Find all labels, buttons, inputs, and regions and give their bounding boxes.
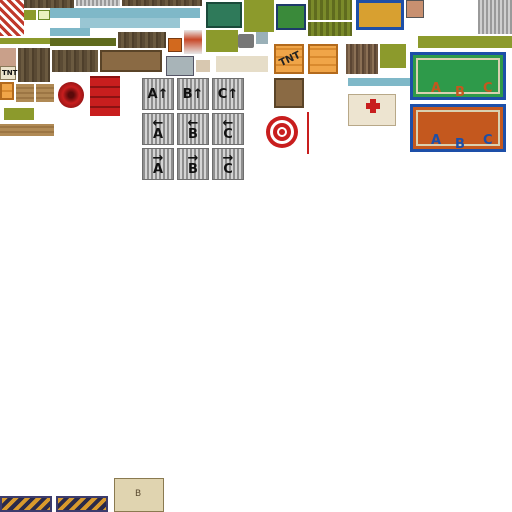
treasure-map-texture: B xyxy=(114,478,164,512)
medkit-texture xyxy=(348,94,396,126)
olive-block-texture xyxy=(244,0,274,32)
sign-a-right-text: → A xyxy=(152,151,164,177)
sign-c-left: ← C xyxy=(212,113,244,145)
tree-bark-texture xyxy=(346,44,378,74)
olive-patch-texture xyxy=(4,108,34,120)
medkit-panel-texture xyxy=(216,56,268,72)
sign-c-right-text: → C xyxy=(222,151,234,177)
green-board-letter-a: A xyxy=(431,81,442,96)
wood-strip-long-texture xyxy=(0,124,54,136)
corrugated-metal-texture xyxy=(478,0,512,34)
red-barrel-top-texture xyxy=(58,82,84,108)
small-light-crate-texture xyxy=(16,84,34,102)
gold-panel-texture xyxy=(356,0,404,30)
green-board-texture: A B C xyxy=(410,52,506,100)
sign-c-right: → C xyxy=(212,148,244,180)
orange-board-letter-a: A xyxy=(431,133,442,148)
wood-strip-texture xyxy=(122,0,202,6)
teal-small-texture xyxy=(256,32,268,44)
sign-a-left: ← A xyxy=(142,113,174,145)
sign-c-up: C↑ xyxy=(212,78,244,110)
orange-board-texture: A B C xyxy=(410,104,506,152)
green-machine-panel-texture xyxy=(206,2,242,28)
sign-c-up-text: C↑ xyxy=(217,86,239,102)
sign-b-right: → B xyxy=(177,148,209,180)
sign-b-up: B↑ xyxy=(177,78,209,110)
gas-can-texture xyxy=(184,30,202,54)
green-board-frame xyxy=(416,58,500,94)
small-medkit-texture xyxy=(196,60,210,72)
small-light-crate-texture-2 xyxy=(36,84,54,102)
olive-tall-texture xyxy=(380,44,406,68)
wood-plank-texture xyxy=(24,0,74,8)
orange-board-frame xyxy=(416,110,500,146)
tnt-crate-texture: TNT xyxy=(274,44,304,74)
dark-wood-block-texture xyxy=(18,48,50,82)
orange-crate-texture xyxy=(308,44,338,74)
tnt-label-small: TNT xyxy=(2,69,18,77)
red-white-pattern-texture xyxy=(0,0,24,36)
medkit-cross-icon xyxy=(366,99,380,113)
small-orange-crate-texture xyxy=(0,82,14,100)
dark-crate-side-texture xyxy=(118,32,166,48)
teal-panel-texture-2 xyxy=(80,18,180,28)
sign-a-right: → A xyxy=(142,148,174,180)
small-picture-texture xyxy=(406,0,424,18)
olive-grid-texture-2 xyxy=(308,22,352,36)
teal-panel-texture xyxy=(50,8,200,18)
olive-bar-texture xyxy=(0,38,50,44)
warning-sign-texture xyxy=(168,38,182,52)
wooden-crate-texture xyxy=(274,78,304,108)
speaker-texture xyxy=(238,34,254,48)
sign-a-up-text: A↑ xyxy=(147,86,169,102)
olive-square-texture xyxy=(206,30,238,52)
sign-b-left: ← B xyxy=(177,113,209,145)
red-cabinet-texture xyxy=(90,76,120,116)
teal-panel-texture-3 xyxy=(50,28,90,36)
sign-a-up: A↑ xyxy=(142,78,174,110)
target-icon xyxy=(264,110,312,156)
chevron-stripe-texture xyxy=(0,496,52,512)
vending-machine-texture xyxy=(166,56,194,76)
orange-board-letter-c: C xyxy=(483,133,493,148)
green-cross-texture xyxy=(38,10,50,20)
green-screen-texture xyxy=(276,4,306,30)
tnt-small-texture: TNT xyxy=(0,66,18,80)
orange-board-letter-b: B xyxy=(455,137,465,152)
tnt-label-crate: TNT xyxy=(277,49,303,70)
sign-b-right-text: → B xyxy=(187,151,199,177)
teal-strip-texture xyxy=(348,78,410,86)
olive-bar-texture-2 xyxy=(50,38,116,46)
sign-a-left-text: ← A xyxy=(152,116,164,142)
chevron-stripe-texture-2 xyxy=(56,496,108,512)
long-crate-texture xyxy=(100,50,162,72)
dark-wood-panel-texture xyxy=(52,50,98,72)
sign-c-left-text: ← C xyxy=(222,116,234,142)
pink-texture xyxy=(0,48,16,66)
sign-b-up-text: B↑ xyxy=(182,86,204,102)
green-board-letter-c: C xyxy=(483,81,493,96)
olive-grid-texture xyxy=(308,0,352,20)
map-letter: B xyxy=(135,489,142,499)
olive-small-texture xyxy=(24,10,36,20)
green-board-letter-b: B xyxy=(455,85,465,100)
olive-long-bar-texture xyxy=(418,36,512,48)
metal-strip-texture xyxy=(76,0,120,6)
sign-b-left-text: ← B xyxy=(187,116,199,142)
